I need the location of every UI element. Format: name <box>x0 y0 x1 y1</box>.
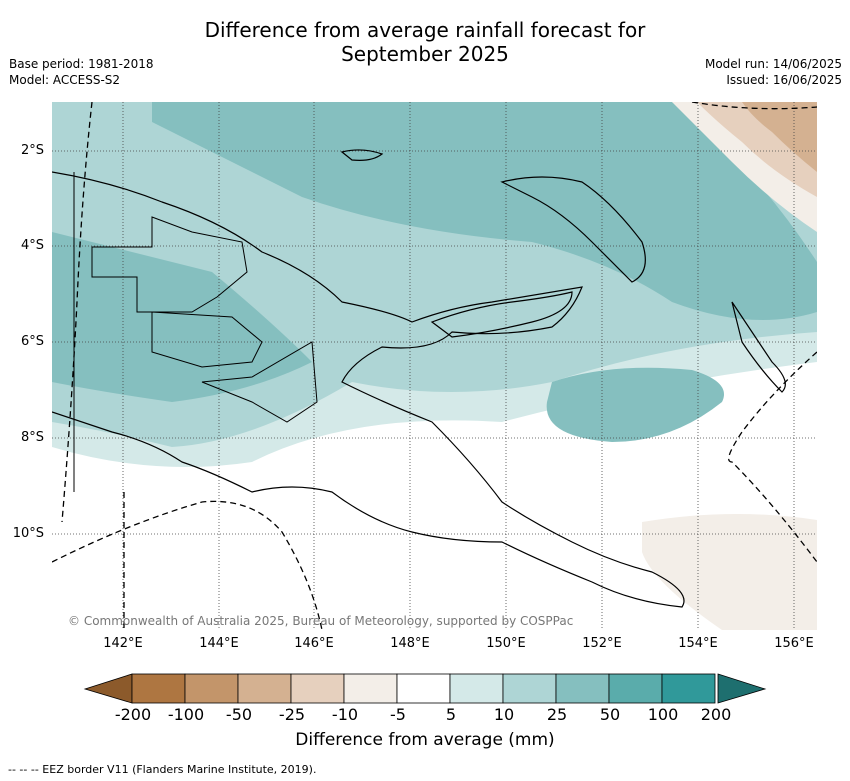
colorbar-label: -50 <box>225 705 253 724</box>
lat-tick-10s: 10°S <box>12 526 44 541</box>
colorbar-cell <box>184 673 239 704</box>
issued-date: Issued: 16/06/2025 <box>726 73 842 87</box>
colorbar-cell <box>502 673 557 704</box>
colorbar-label: 100 <box>647 705 679 724</box>
colorbar-label: 200 <box>700 705 732 724</box>
eez-borders <box>52 102 817 630</box>
copyright-credit: © Commonwealth of Australia 2025, Bureau… <box>68 614 574 628</box>
borders <box>73 172 318 492</box>
colorbar-label: 50 <box>599 705 621 724</box>
coastlines <box>52 149 786 608</box>
map-canvas <box>52 102 817 630</box>
map-title: Difference from average rainfall forecas… <box>0 18 850 66</box>
lon-tick-150e: 150°E <box>486 636 526 651</box>
model-name: Model: ACCESS-S2 <box>9 73 121 87</box>
band-25-50-east <box>546 367 724 442</box>
lon-tick-152e: 152°E <box>582 636 622 651</box>
colorbar-label: 25 <box>546 705 568 724</box>
colorbar-cell <box>661 673 716 704</box>
band-25-50-west <box>52 232 312 402</box>
colorbar-cell <box>396 673 451 704</box>
colorbar-label: -5 <box>390 705 406 724</box>
colorbar-cell <box>343 673 398 704</box>
base-period: Base period: 1981-2018 <box>9 57 154 71</box>
colorbar-label: -200 <box>114 705 152 724</box>
rainfall-map <box>52 102 817 630</box>
title-line-2: September 2025 <box>341 42 509 66</box>
band-minus-25-50 <box>742 102 817 172</box>
colorbar-cell <box>131 673 186 704</box>
colorbar <box>83 673 767 704</box>
colorbar-cell <box>555 673 610 704</box>
title-line-1: Difference from average rainfall forecas… <box>204 18 646 42</box>
colorbar-label: -10 <box>331 705 359 724</box>
lon-tick-142e: 142°E <box>103 636 143 651</box>
lat-tick-2s: 2°S <box>20 143 44 158</box>
colorbar-label: 5 <box>445 705 457 724</box>
lat-tick-6s: 6°S <box>20 334 44 349</box>
lon-tick-154e: 154°E <box>678 636 718 651</box>
colorbar-arrow-left <box>83 673 133 704</box>
meta-right: Model run: 14/06/2025 Issued: 16/06/2025 <box>705 56 842 88</box>
colorbar-cell <box>290 673 345 704</box>
colorbar-cell <box>608 673 663 704</box>
colorbar-arrow-right <box>717 673 767 704</box>
eez-border-note: -- -- -- EEZ border V11 (Flanders Marine… <box>8 763 317 776</box>
lon-tick-156e: 156°E <box>774 636 814 651</box>
lat-tick-8s: 8°S <box>20 430 44 445</box>
lat-tick-4s: 4°S <box>20 238 44 253</box>
colorbar-cell <box>237 673 292 704</box>
band-25-50-north <box>152 102 817 320</box>
colorbar-cell <box>449 673 504 704</box>
band-minus-5-10-south <box>642 513 817 630</box>
model-run: Model run: 14/06/2025 <box>704 57 842 71</box>
meta-left: Base period: 1981-2018 Model: ACCESS-S2 <box>9 56 154 88</box>
colorbar-label: 10 <box>493 705 515 724</box>
lon-tick-146e: 146°E <box>294 636 334 651</box>
colorbar-label: -100 <box>167 705 205 724</box>
colorbar-cells <box>131 673 716 704</box>
colorbar-label: -25 <box>278 705 306 724</box>
lon-tick-148e: 148°E <box>390 636 430 651</box>
lon-tick-144e: 144°E <box>199 636 239 651</box>
colorbar-title: Difference from average (mm) <box>295 730 555 750</box>
